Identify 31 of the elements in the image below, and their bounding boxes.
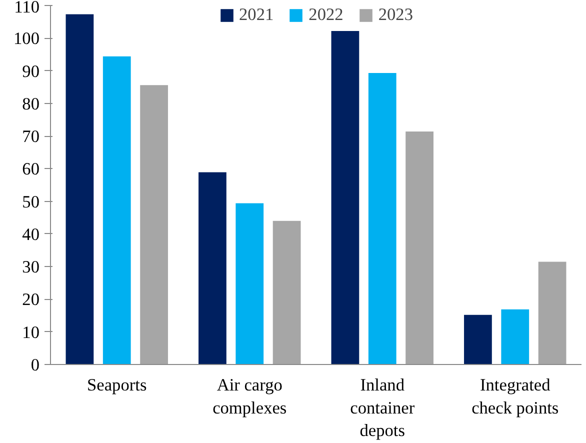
y-tick-label: 70 bbox=[22, 127, 40, 146]
legend-label: 2022 bbox=[308, 5, 344, 25]
bar bbox=[198, 172, 226, 364]
bar bbox=[272, 220, 301, 364]
y-tick-label: 60 bbox=[22, 160, 40, 179]
y-tick-label: 110 bbox=[14, 0, 40, 16]
legend-label: 2021 bbox=[239, 5, 274, 25]
bar bbox=[102, 56, 131, 364]
bar bbox=[501, 309, 530, 364]
bar bbox=[538, 262, 566, 364]
bar bbox=[464, 314, 492, 364]
y-tick-label: 10 bbox=[22, 322, 40, 342]
y-tick-label: 20 bbox=[22, 290, 40, 310]
y-tick-label: 90 bbox=[22, 62, 40, 81]
y-tick-label: 0 bbox=[30, 356, 40, 374]
legend-label: 2023 bbox=[378, 5, 413, 25]
bar bbox=[406, 131, 434, 364]
y-tick-label: 100 bbox=[14, 29, 40, 48]
y-tick-label: 80 bbox=[22, 94, 40, 114]
x-tick-label: Air cargo complexes bbox=[212, 376, 287, 418]
y-tick-label: 50 bbox=[22, 192, 40, 212]
x-tick-label: Integrated check points bbox=[472, 376, 559, 418]
bar bbox=[236, 203, 264, 364]
y-tick-label: 40 bbox=[22, 224, 40, 244]
bar bbox=[368, 73, 396, 364]
x-tick-label: Inland container depots bbox=[350, 376, 415, 440]
y-tick-label: 30 bbox=[22, 258, 40, 277]
bar bbox=[66, 14, 94, 364]
x-tick-label: Seaports bbox=[87, 376, 147, 394]
bar bbox=[140, 85, 168, 364]
bar bbox=[331, 30, 360, 364]
